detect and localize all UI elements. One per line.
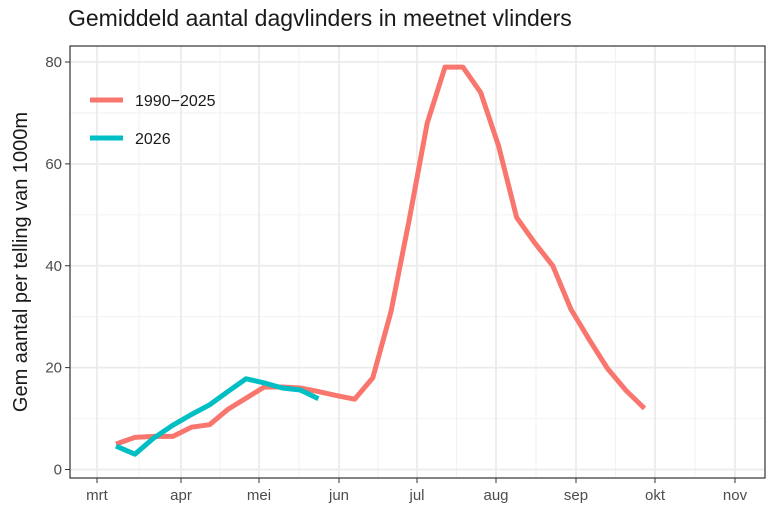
y-tick-label: 0	[54, 462, 62, 479]
y-axis: 0 20 40 60 80	[45, 54, 70, 479]
x-axis: mrt apr mei jun jul aug sep okt nov	[86, 478, 748, 504]
legend-label: 1990−2025	[135, 93, 216, 110]
series-lines	[115, 64, 647, 457]
y-tick-label: 20	[45, 360, 62, 377]
legend: 1990−2025 2026	[90, 93, 216, 148]
series-line-1990-2025	[115, 64, 647, 447]
x-tick-label: jun	[328, 487, 349, 504]
x-tick-label: jul	[408, 487, 424, 504]
y-tick-label: 60	[45, 156, 62, 173]
x-tick-label: aug	[483, 487, 508, 504]
y-axis-label: Gem aantal per telling van 1000m	[10, 112, 32, 412]
x-tick-label: mrt	[86, 487, 108, 504]
x-tick-label: sep	[564, 487, 588, 504]
y-tick-label: 40	[45, 258, 62, 275]
chart-title: Gemiddeld aantal dagvlinders in meetnet …	[68, 5, 572, 31]
legend-label: 2026	[135, 131, 171, 148]
x-tick-label: okt	[645, 487, 666, 504]
x-tick-label: mei	[247, 487, 271, 504]
x-tick-label: nov	[723, 487, 748, 504]
series-line-2026	[115, 376, 320, 457]
x-tick-label: apr	[170, 487, 192, 504]
major-gridlines	[70, 46, 765, 478]
y-tick-label: 80	[45, 54, 62, 71]
